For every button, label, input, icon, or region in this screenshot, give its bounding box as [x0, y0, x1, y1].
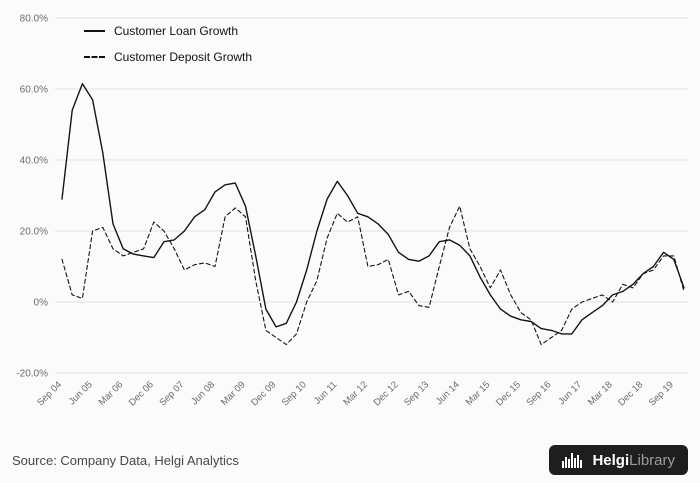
- svg-text:Dec 12: Dec 12: [372, 379, 401, 408]
- chart-footer: Source: Company Data, Helgi Analytics He…: [0, 445, 700, 475]
- brand-helgi: Helgi: [592, 451, 630, 469]
- svg-text:Jun 17: Jun 17: [556, 379, 584, 407]
- line-chart: -20.0% 0% 20.0% 40.0% 60.0% 80.0% Sep 04 Jun 05…: [16, 14, 688, 408]
- svg-text:Sep 07: Sep 07: [157, 379, 186, 408]
- dashed-line-swatch: [84, 56, 105, 58]
- svg-text:0%: 0%: [34, 298, 49, 309]
- svg-text:Jun 11: Jun 11: [312, 379, 339, 406]
- chart-canvas: -20.0% 0% 20.0% 40.0% 60.0% 80.0% Sep 04 Jun 05…: [16, 14, 688, 408]
- solid-line-swatch: [84, 30, 105, 32]
- svg-text:Dec 18: Dec 18: [616, 379, 645, 408]
- svg-text:80.0%: 80.0%: [20, 14, 48, 25]
- svg-text:Jun 05: Jun 05: [67, 379, 95, 407]
- source-note: Source: Company Data, Helgi Analytics: [12, 452, 239, 468]
- svg-text:Mar 15: Mar 15: [464, 379, 493, 408]
- legend-item-deposit-growth: Customer Deposit Growth: [84, 50, 252, 64]
- svg-text:Jun 14: Jun 14: [434, 379, 462, 407]
- brand-library: Library: [629, 451, 675, 469]
- svg-text:Dec 06: Dec 06: [127, 379, 156, 408]
- legend-label-deposit-growth: Customer Deposit Growth: [114, 50, 253, 64]
- svg-text:Sep 10: Sep 10: [280, 379, 309, 408]
- svg-text:-20.0%: -20.0%: [16, 369, 48, 380]
- svg-text:Jun 08: Jun 08: [189, 379, 217, 407]
- svg-text:Sep 19: Sep 19: [647, 379, 676, 408]
- svg-text:Mar 18: Mar 18: [586, 379, 615, 408]
- legend-item-loan-growth: Customer Loan Growth: [84, 24, 252, 38]
- legend-label-loan-growth: Customer Loan Growth: [114, 24, 239, 38]
- svg-text:Mar 06: Mar 06: [97, 379, 126, 408]
- brand-text: HelgiLibrary: [592, 453, 675, 468]
- svg-text:Mar 12: Mar 12: [341, 379, 370, 408]
- svg-text:60.0%: 60.0%: [20, 85, 48, 96]
- svg-text:Dec 15: Dec 15: [494, 379, 523, 408]
- svg-text:Sep 16: Sep 16: [524, 379, 553, 408]
- chart-legend: Customer Loan Growth Customer Deposit Gr…: [84, 24, 252, 64]
- svg-text:Dec 09: Dec 09: [249, 379, 278, 408]
- helgi-library-logo: HelgiLibrary: [549, 445, 688, 475]
- svg-text:Sep 13: Sep 13: [402, 379, 431, 408]
- svg-text:Mar 09: Mar 09: [219, 379, 248, 408]
- bar-chart-icon: [562, 453, 583, 468]
- svg-text:40.0%: 40.0%: [20, 156, 48, 167]
- svg-text:20.0%: 20.0%: [20, 227, 48, 238]
- svg-text:Sep 04: Sep 04: [35, 379, 64, 408]
